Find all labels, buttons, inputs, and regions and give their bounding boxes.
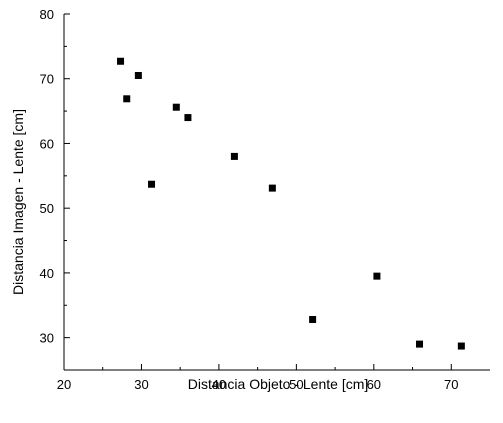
data-point bbox=[117, 57, 125, 65]
x-tick-label: 60 bbox=[367, 377, 381, 392]
y-tick-label: 80 bbox=[40, 7, 54, 22]
data-point bbox=[148, 180, 156, 188]
ticks: 20 30 40 50 60 70 30 40 50 60 70 80 bbox=[40, 7, 459, 392]
data-point bbox=[134, 71, 142, 79]
axes bbox=[63, 14, 490, 371]
x-tick-label: 40 bbox=[212, 377, 226, 392]
y-tick-label: 30 bbox=[40, 331, 54, 346]
y-axis-title: Distancia Imagen - Lente [cm] bbox=[10, 109, 26, 295]
y-tick-label: 70 bbox=[40, 72, 54, 87]
data-point bbox=[373, 272, 381, 280]
y-tick-label: 50 bbox=[40, 201, 54, 216]
data-point bbox=[457, 342, 465, 350]
data-point bbox=[268, 184, 276, 192]
data-point bbox=[184, 114, 192, 122]
y-tick-label: 40 bbox=[40, 266, 54, 281]
data-point bbox=[172, 103, 180, 111]
data-point bbox=[123, 95, 131, 103]
data-point bbox=[416, 340, 424, 348]
x-tick-label: 20 bbox=[57, 377, 71, 392]
data-points bbox=[117, 57, 465, 350]
data-point bbox=[309, 316, 317, 324]
y-tick-label: 60 bbox=[40, 136, 54, 151]
x-axis-title: Distancia Objeto - Lente [cm] bbox=[188, 376, 369, 392]
x-tick-label: 70 bbox=[444, 377, 458, 392]
x-tick-label: 30 bbox=[134, 377, 148, 392]
x-tick-label: 50 bbox=[289, 377, 303, 392]
data-point bbox=[230, 152, 238, 160]
